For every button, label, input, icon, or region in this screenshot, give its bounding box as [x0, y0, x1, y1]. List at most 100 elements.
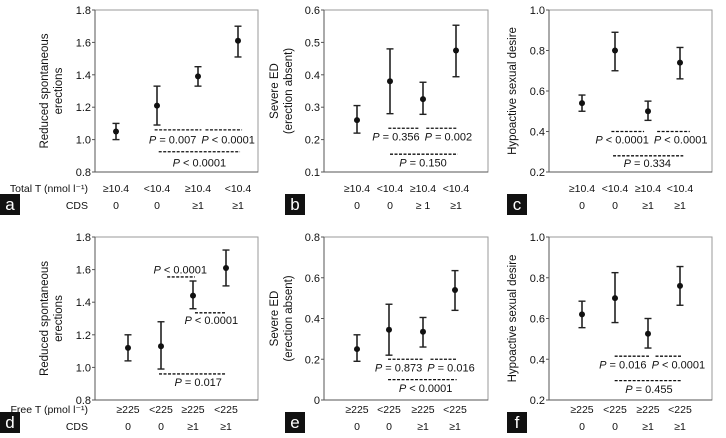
- y-axis-label: erections: [53, 67, 65, 114]
- p-value-label: P < 0.0001: [201, 135, 255, 147]
- p-value-label: P = 0.002: [425, 131, 472, 143]
- category-label: <225: [377, 404, 401, 416]
- data-point: [579, 100, 585, 107]
- category-label: 0: [354, 421, 360, 433]
- category-label: 0: [612, 200, 618, 212]
- data-point: [125, 344, 131, 351]
- y-axis-label: erections: [53, 295, 65, 342]
- category-label: <225: [668, 404, 692, 416]
- panel-e: 0 0.2 0.4 0.6 0.8 Severe ED (erection absent) ≥…: [269, 232, 489, 433]
- y-axis-label: (erection absent): [283, 275, 295, 361]
- y-axis-label: Reduced spontaneous: [39, 33, 51, 148]
- category-label: 0: [387, 200, 393, 212]
- y-tick-label: 0.3: [305, 102, 320, 114]
- category-label: ≥1: [187, 421, 199, 433]
- p-value-label: P < 0.0001: [154, 265, 208, 277]
- y-tick-label: 1.6: [76, 37, 91, 49]
- data-point: [354, 346, 360, 353]
- y-axis-label: Hypoactive sexual desire: [507, 27, 519, 155]
- data-point: [420, 96, 426, 103]
- p-value-label: P < 0.0001: [595, 135, 649, 147]
- category-label: ≥1: [220, 421, 232, 433]
- y-axis-label: Severe ED: [269, 63, 281, 119]
- category-label: ≥1: [192, 200, 204, 212]
- category-label: ≥225: [411, 404, 434, 416]
- data-point: [158, 343, 164, 350]
- y-tick-label: 0.1: [305, 167, 320, 179]
- category-label: ≥10.4: [635, 183, 661, 195]
- category-label: <10.4: [225, 183, 252, 195]
- category-label: ≥225: [181, 404, 204, 416]
- panel-letter: d: [5, 413, 14, 432]
- y-tick-label: 0.8: [76, 395, 91, 407]
- category-label: ≥1: [417, 421, 429, 433]
- panel-c: 0.2 0.4 0.6 0.8 1.0 Hypoactive sexual desire ≥…: [507, 5, 713, 215]
- data-point: [354, 117, 360, 124]
- panel-letter: e: [290, 413, 299, 432]
- y-tick-label: 1.0: [76, 362, 91, 374]
- y-tick-label: 1.0: [530, 5, 545, 17]
- y-tick-label: 0.6: [305, 273, 320, 285]
- y-axis-label: Reduced spontaneous: [39, 261, 51, 376]
- category-label: ≥225: [116, 404, 139, 416]
- category-label: ≥1: [674, 200, 686, 212]
- panel-letter: b: [290, 195, 299, 214]
- category-label: 0: [354, 200, 360, 212]
- panel-letter: a: [5, 195, 15, 214]
- y-tick-label: 1.8: [76, 5, 91, 17]
- category-label: ≥1: [674, 421, 686, 433]
- panel-letter: f: [515, 413, 520, 432]
- data-point: [612, 47, 618, 54]
- y-tick-label: 1.8: [76, 232, 91, 244]
- category-label: ≥10.4: [344, 183, 370, 195]
- y-tick-label: 0.8: [530, 46, 545, 58]
- category-label: 0: [154, 200, 160, 212]
- p-value-label: P < 0.0001: [185, 315, 239, 327]
- p-value-label: P = 0.150: [399, 157, 446, 169]
- data-point: [154, 102, 160, 109]
- category-label: <225: [603, 404, 627, 416]
- y-tick-label: 0.6: [530, 86, 545, 98]
- category-label: ≥ 1: [416, 200, 431, 212]
- category-label: ≥1: [642, 200, 654, 212]
- panel-letter-box: [507, 194, 527, 215]
- category-label: 0: [612, 421, 618, 433]
- data-point: [386, 326, 392, 333]
- category-label: <10.4: [443, 183, 470, 195]
- y-tick-label: 0.4: [530, 354, 545, 366]
- category-label: 0: [158, 421, 164, 433]
- category-label: <10.4: [144, 183, 171, 195]
- data-point: [113, 128, 119, 135]
- panel-letter-box: [285, 194, 305, 215]
- category-label: 0: [113, 200, 119, 212]
- y-tick-label: 0.8: [305, 232, 320, 244]
- p-value-label: P < 0.0001: [652, 359, 706, 371]
- row-header-top-group: Total T (nmol l⁻¹): [10, 183, 88, 195]
- panel-letter-box: [285, 412, 305, 433]
- plot-frame: [548, 236, 713, 401]
- category-label: ≥1: [642, 421, 654, 433]
- y-axis-label: Severe ED: [269, 291, 281, 347]
- y-tick-label: 1.0: [530, 232, 545, 244]
- row-header-top-cds: CDS: [66, 200, 88, 212]
- row-header-bottom-group: Free T (pmol l⁻¹): [11, 404, 89, 416]
- data-point: [645, 108, 651, 115]
- y-tick-label: 0.2: [530, 167, 545, 179]
- category-label: <10.4: [377, 183, 404, 195]
- plot-frame: [94, 9, 259, 173]
- panel-letter-box: [507, 412, 527, 433]
- panel-d: 0.8 1.0 1.2 1.4 1.6 1.8 Reduced spontaneous ere…: [0, 232, 259, 433]
- category-label: <225: [214, 404, 238, 416]
- category-label: ≥1: [450, 200, 462, 212]
- p-value-label: P = 0.334: [624, 158, 671, 170]
- data-point: [645, 330, 651, 337]
- data-point: [579, 311, 585, 318]
- y-tick-label: 1.4: [76, 70, 91, 82]
- y-tick-label: 0.8: [76, 167, 91, 179]
- category-label: ≥10.4: [103, 183, 129, 195]
- y-tick-label: 0.2: [305, 135, 320, 147]
- category-label: ≥1: [449, 421, 461, 433]
- plot-frame: [323, 9, 489, 173]
- category-label: <225: [149, 404, 173, 416]
- p-value-label: P = 0.455: [625, 384, 672, 396]
